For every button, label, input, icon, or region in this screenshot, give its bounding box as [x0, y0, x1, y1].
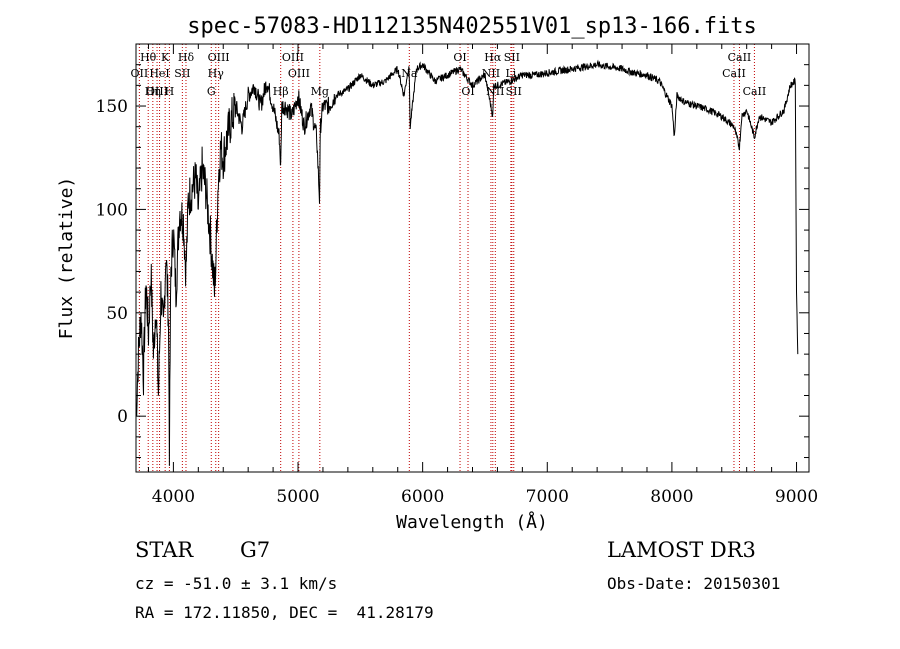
- spectral-line-label: Hβ: [273, 85, 289, 98]
- spectral-line-label: Hθ: [140, 51, 157, 64]
- spectral-line-label: Hδ: [178, 51, 195, 64]
- redshift-value: cz = -51.0 ± 3.1 km/s: [135, 574, 338, 593]
- spectral-line-label: K: [161, 51, 170, 64]
- y-axis-label: Flux (relative): [56, 177, 77, 340]
- spectral-line-label: OI: [453, 51, 466, 64]
- spectral-line-label: H: [165, 85, 175, 98]
- spectral-line-label: OIII: [282, 51, 304, 64]
- spectral-line-label: OI: [461, 85, 474, 98]
- spectral-line-label: SII: [506, 85, 522, 98]
- x-tick-label: 6000: [401, 487, 444, 507]
- spectral-line-label: OIII: [288, 67, 310, 80]
- y-tick-label: 150: [96, 97, 128, 117]
- spectrum-line: [135, 59, 799, 466]
- chart-title: spec-57083-HD112135N402551V01_sp13-166.f…: [187, 14, 757, 39]
- spectral-subclass: G7: [240, 538, 271, 562]
- spectral-line-label: CaII: [728, 51, 752, 64]
- x-tick-label: 5000: [276, 487, 319, 507]
- spectral-line-label: G: [207, 85, 216, 98]
- y-tick-label: 0: [117, 407, 128, 427]
- spectral-line-label: NII: [486, 85, 504, 98]
- spectral-line-label: CaII: [743, 85, 767, 98]
- y-tick-label: 100: [96, 200, 128, 220]
- spectral-line-label: SII: [174, 67, 190, 80]
- x-tick-label: 7000: [526, 487, 569, 507]
- x-tick-label: 4000: [152, 487, 195, 507]
- spectral-line-label: OIII: [146, 85, 168, 98]
- observation-date: Obs-Date: 20150301: [607, 574, 781, 593]
- x-axis-label: Wavelength (Å): [396, 511, 548, 533]
- x-tick-label: 9000: [775, 487, 818, 507]
- spectral-line-label: NII: [482, 67, 500, 80]
- coordinates: RA = 172.11850, DEC = 41.28179: [135, 603, 434, 622]
- spectral-line-label: Hα: [484, 51, 502, 64]
- spectral-line-label: OIII: [208, 51, 230, 64]
- survey-name: LAMOST DR3: [607, 538, 756, 562]
- y-tick-label: 50: [106, 304, 128, 324]
- spectral-line-label: OII: [131, 67, 149, 80]
- spectral-line-label: SII: [504, 51, 520, 64]
- spectral-line-label: Hγ: [208, 67, 225, 80]
- spectral-line-label: Na: [401, 67, 418, 80]
- spectral-line-label: Li: [505, 67, 516, 80]
- spectral-line-label: Mg: [311, 85, 329, 98]
- object-class: STAR: [135, 538, 194, 562]
- spectral-line-label: CaII: [722, 67, 746, 80]
- spectral-line-label: HeI: [149, 67, 169, 80]
- axis-ticks: 4000 5000 6000 7000 8000 9000 0 50 100 150: [96, 44, 818, 507]
- spectral-line-label: Hη: [145, 85, 161, 98]
- x-tick-label: 8000: [650, 487, 693, 507]
